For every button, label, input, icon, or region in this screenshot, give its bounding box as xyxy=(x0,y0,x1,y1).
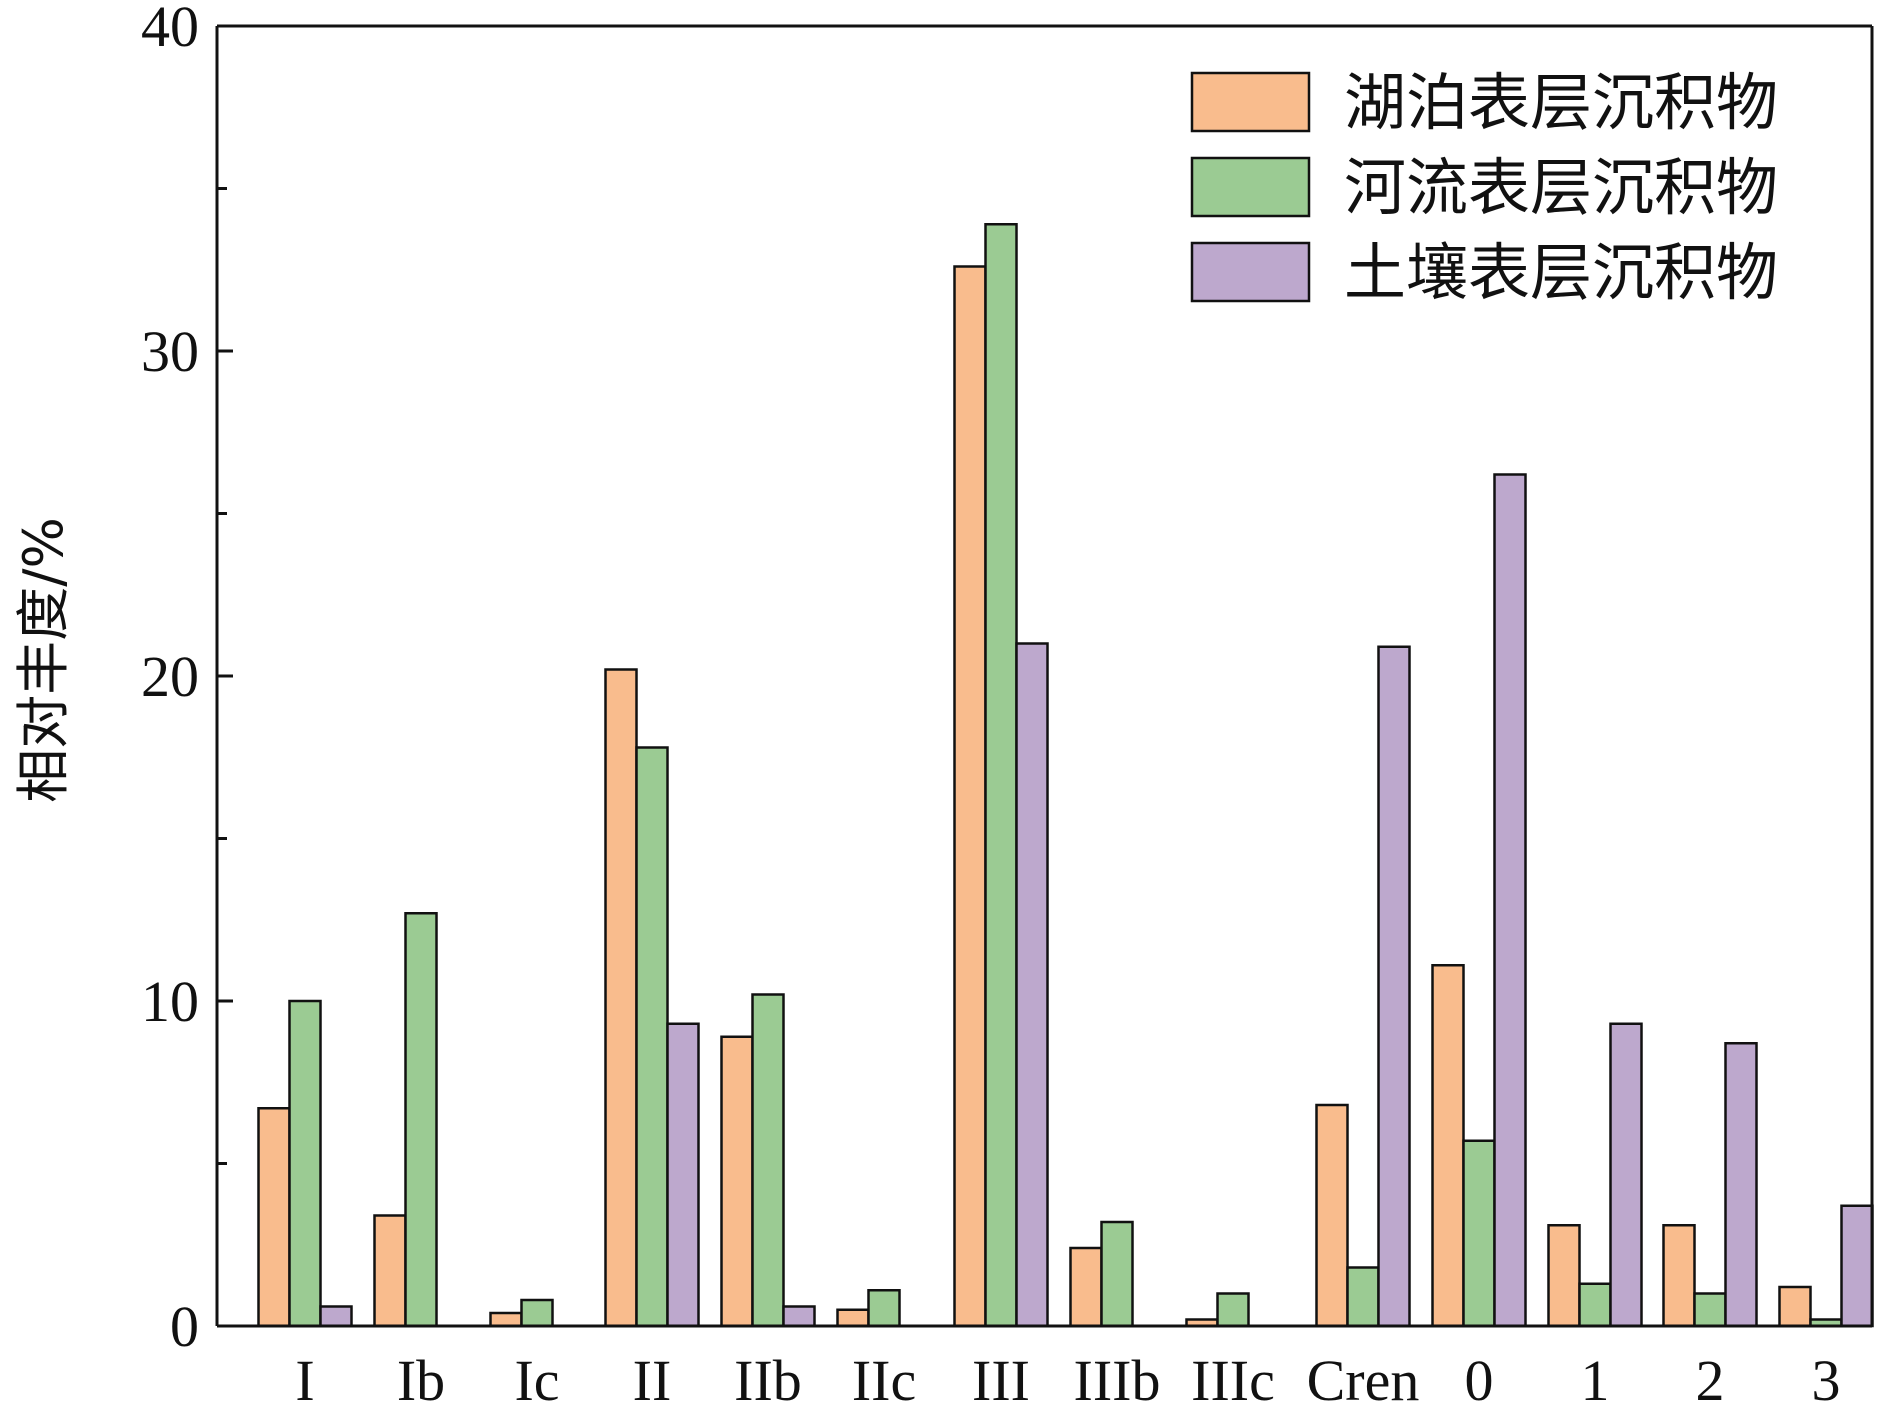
bar-Cren-series-2 xyxy=(1346,1266,1380,1328)
x-tick-label: III xyxy=(972,1348,1030,1413)
bar-IIb-series-1 xyxy=(720,1035,754,1328)
bar-II-series-1 xyxy=(604,668,638,1328)
bar-2-series-3 xyxy=(1724,1042,1758,1328)
bar-IIIb-series-1 xyxy=(1069,1246,1103,1328)
x-tick-label: Cren xyxy=(1307,1348,1420,1413)
x-tick-label: IIb xyxy=(734,1348,802,1413)
bar-I-series-3 xyxy=(319,1305,353,1328)
bar-IIc-series-1 xyxy=(836,1308,870,1328)
y-axis-label: 相对丰度/% xyxy=(12,517,75,803)
bar-III-series-2 xyxy=(984,223,1018,1328)
legend-swatch-2 xyxy=(1190,156,1311,218)
bar-Cren-series-3 xyxy=(1377,645,1411,1328)
bar-IIb-series-2 xyxy=(751,993,785,1328)
bar-II-series-2 xyxy=(635,746,669,1328)
x-tick-label: IIc xyxy=(852,1348,916,1413)
bar-1-series-1 xyxy=(1547,1224,1581,1328)
bar-I-series-2 xyxy=(288,999,322,1328)
y-tick-label: 40 xyxy=(141,0,199,59)
legend-swatch-3 xyxy=(1190,241,1311,303)
bar-3-series-3 xyxy=(1840,1204,1874,1328)
x-tick-label: Ic xyxy=(514,1348,559,1413)
bar-0-series-2 xyxy=(1462,1139,1496,1328)
bar-2-series-2 xyxy=(1693,1292,1727,1328)
bar-IIIb-series-2 xyxy=(1100,1220,1134,1328)
legend-swatch-1 xyxy=(1190,71,1311,133)
bar-Ib-series-2 xyxy=(404,912,438,1328)
bar-IIc-series-2 xyxy=(867,1289,901,1328)
bar-I-series-1 xyxy=(257,1107,291,1328)
x-tick-label: 2 xyxy=(1696,1348,1725,1413)
x-tick-label: II xyxy=(633,1348,672,1413)
y-tick-label: 0 xyxy=(170,1294,199,1359)
bar-Ic-series-1 xyxy=(489,1311,523,1328)
bar-1-series-3 xyxy=(1609,1022,1643,1328)
y-tick-label: 20 xyxy=(141,644,199,709)
bar-0-series-3 xyxy=(1493,473,1527,1328)
bar-2-series-1 xyxy=(1662,1224,1696,1328)
x-tick-label: 0 xyxy=(1465,1348,1494,1413)
legend-label-2: 河流表层沉积物 xyxy=(1344,151,1778,224)
bar-III-series-3 xyxy=(1015,642,1049,1328)
y-tick-label: 10 xyxy=(141,969,199,1034)
x-tick-label: 3 xyxy=(1812,1348,1841,1413)
bar-0-series-1 xyxy=(1431,964,1465,1328)
bar-3-series-1 xyxy=(1778,1285,1812,1328)
bar-Cren-series-1 xyxy=(1315,1103,1349,1328)
bar-Ic-series-2 xyxy=(520,1298,554,1328)
x-tick-label: IIIb xyxy=(1074,1348,1161,1413)
y-tick-label: 30 xyxy=(141,319,199,384)
bar-II-series-3 xyxy=(666,1022,700,1328)
bar-1-series-2 xyxy=(1578,1282,1612,1328)
legend-label-3: 土壤表层沉积物 xyxy=(1344,236,1778,309)
x-tick-label: Ib xyxy=(397,1348,445,1413)
legend-label-1: 湖泊表层沉积物 xyxy=(1344,66,1778,139)
x-tick-label: 1 xyxy=(1581,1348,1610,1413)
bars-layer xyxy=(257,223,1874,1328)
bar-IIb-series-3 xyxy=(782,1305,816,1328)
bar-IIIc-series-2 xyxy=(1216,1292,1250,1328)
x-tick-label: I xyxy=(295,1348,314,1413)
x-tick-label: IIIc xyxy=(1191,1348,1275,1413)
bar-III-series-1 xyxy=(953,265,987,1328)
bar-Ib-series-1 xyxy=(373,1214,407,1328)
